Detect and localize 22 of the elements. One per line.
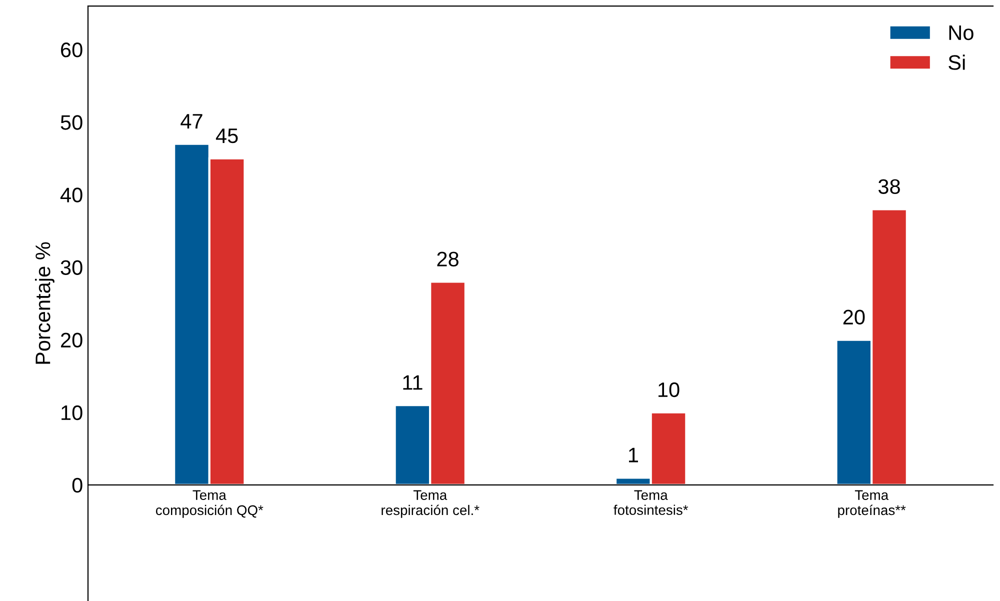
y-tick-label: 20 bbox=[61, 332, 82, 348]
y-tick-label: 30 bbox=[60, 260, 82, 275]
data-label: 28 bbox=[437, 252, 458, 267]
legend-label: Si bbox=[948, 54, 965, 70]
data-label: 45 bbox=[216, 128, 238, 144]
data-label: 20 bbox=[843, 310, 865, 325]
y-tick-label: 60 bbox=[61, 42, 82, 58]
y-tick-label: 40 bbox=[60, 188, 82, 202]
y-tick-label: 10 bbox=[62, 405, 82, 420]
data-label: 10 bbox=[658, 382, 680, 398]
data-label: 38 bbox=[878, 179, 900, 194]
y-tick-label: 50 bbox=[60, 115, 82, 130]
y-tick-label: 0 bbox=[72, 478, 82, 493]
x-tick-label: Tema proteínas** bbox=[838, 490, 906, 518]
x-tick-label: Tema respiración cel.* bbox=[382, 490, 480, 518]
legend-label: No bbox=[949, 26, 974, 40]
data-label: 11 bbox=[403, 375, 422, 390]
y-axis-title: Porcentaje % bbox=[34, 242, 54, 364]
data-label: 1 bbox=[629, 448, 638, 462]
data-label: 47 bbox=[180, 114, 202, 128]
x-tick-label: Tema fotosintesis* bbox=[614, 490, 688, 515]
x-tick-label: Tema composición QQ* bbox=[156, 490, 264, 518]
